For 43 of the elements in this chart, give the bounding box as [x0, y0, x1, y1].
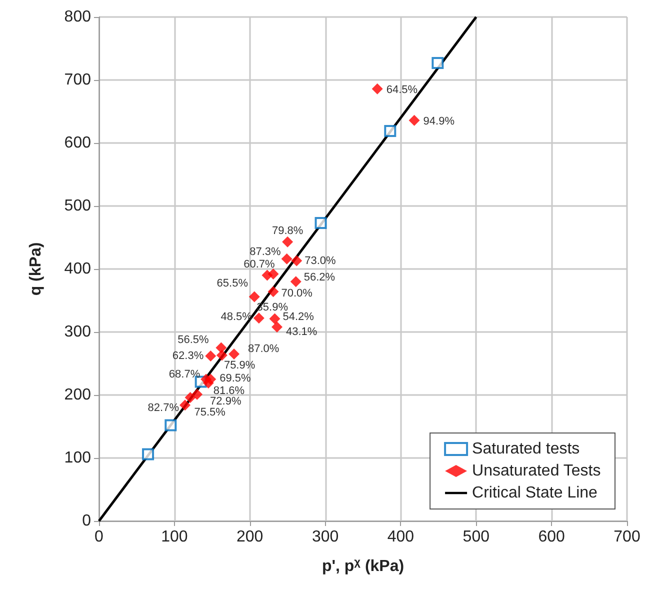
- annotation: 68.7%: [168, 368, 200, 380]
- x-tick-label: 100: [161, 528, 188, 546]
- annotation: 70.0%: [281, 288, 313, 300]
- annotation: 60.7%: [244, 258, 276, 270]
- annotation: 75.5%: [194, 406, 226, 419]
- annotation: 65.5%: [216, 278, 248, 290]
- y-tick-label: 200: [64, 386, 92, 404]
- annotation: 64.5%: [386, 84, 418, 96]
- annotation: 54.2%: [282, 310, 314, 323]
- annotation: 62.3%: [172, 350, 204, 362]
- annotation: 73.0%: [304, 254, 336, 267]
- legend-label: Critical State Line: [472, 484, 598, 502]
- annotation: 87.3%: [250, 246, 282, 258]
- annotation: 75.9%: [224, 359, 256, 372]
- annotation: 82.7%: [148, 402, 180, 414]
- y-tick-label: 300: [64, 324, 92, 340]
- annotation: 87.0%: [248, 343, 280, 356]
- x-tick-label: 400: [387, 528, 414, 546]
- x-tick-label: 500: [462, 528, 490, 546]
- x-tick-label: 600: [538, 528, 566, 546]
- y-axis-title: q (kPa): [28, 242, 44, 296]
- annotation: 81.6%: [213, 385, 245, 398]
- annotation: 94.9%: [423, 115, 455, 128]
- y-tick-label: 0: [82, 512, 92, 530]
- annotation: 43.1%: [286, 326, 318, 338]
- annotation: 79.8%: [272, 224, 304, 237]
- x-tick-label: 300: [312, 528, 339, 546]
- x-tick-label: 200: [236, 528, 264, 546]
- annotation: 69.5%: [220, 372, 252, 384]
- annotation: 48.5%: [220, 311, 252, 324]
- x-tick-label: 700: [614, 528, 640, 546]
- y-tick-label: 400: [64, 260, 92, 278]
- legend-label: Saturated tests: [472, 440, 580, 458]
- y-tick-label: 700: [64, 72, 92, 88]
- annotation: 72.9%: [210, 395, 242, 408]
- annotation: 56.5%: [178, 334, 209, 346]
- legend-label: Unsaturated Tests: [472, 462, 601, 480]
- x-tick-label: 0: [94, 528, 104, 546]
- annotation: 56.2%: [304, 272, 336, 284]
- y-tick-label: 500: [64, 198, 92, 214]
- y-tick-label: 800: [64, 8, 92, 26]
- y-tick-label: 600: [64, 134, 92, 152]
- y-tick-label: 100: [64, 450, 92, 466]
